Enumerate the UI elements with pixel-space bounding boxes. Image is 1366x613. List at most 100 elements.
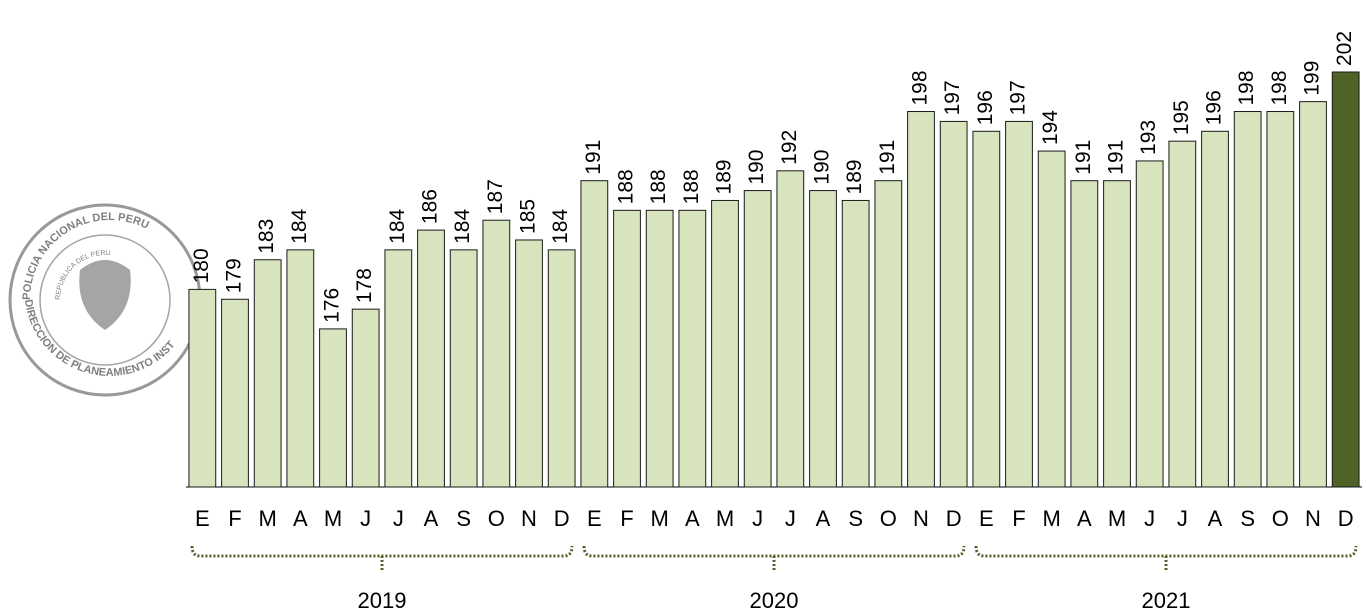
bar <box>972 130 1001 488</box>
value-label: 196 <box>1203 90 1226 125</box>
bar <box>1005 120 1033 488</box>
value-label: 176 <box>321 288 344 323</box>
group-brace <box>974 545 1358 570</box>
bar <box>1331 71 1360 488</box>
bar <box>1037 150 1066 488</box>
x-tick-label: A <box>816 506 831 531</box>
bar <box>1168 140 1197 488</box>
value-label: 198 <box>909 70 932 105</box>
value-label: 179 <box>223 258 246 293</box>
bar <box>874 180 903 488</box>
value-label: 190 <box>745 150 768 185</box>
value-label: 188 <box>680 169 703 204</box>
x-tick-label: S <box>848 506 863 531</box>
x-tick-label: D <box>554 506 570 531</box>
bar <box>449 249 478 488</box>
bar <box>907 111 935 488</box>
value-label: 180 <box>190 248 213 283</box>
bar <box>482 219 511 488</box>
x-tick-label: F <box>620 506 633 531</box>
value-label: 188 <box>615 169 638 204</box>
x-tick-label: J <box>752 506 763 531</box>
bar <box>1103 180 1131 488</box>
x-tick-label: J <box>1144 506 1155 531</box>
bar <box>743 190 772 488</box>
value-label: 191 <box>1072 140 1095 175</box>
x-tick-label: N <box>913 506 929 531</box>
value-label: 197 <box>1007 80 1030 115</box>
bar <box>939 120 968 488</box>
value-label: 189 <box>843 159 866 194</box>
bar <box>645 209 674 488</box>
bar <box>1070 180 1099 488</box>
x-tick-label: E <box>979 506 994 531</box>
x-tick-label: M <box>651 506 669 531</box>
x-tick-label: M <box>1108 506 1126 531</box>
group-brace <box>190 545 574 570</box>
bar <box>417 229 445 488</box>
x-tick-label: A <box>1077 506 1092 531</box>
value-label: 184 <box>451 208 474 243</box>
bar <box>319 328 347 488</box>
bar <box>286 249 315 488</box>
value-label: 186 <box>419 189 442 224</box>
bar <box>515 239 543 488</box>
x-tick-label: O <box>1272 506 1289 531</box>
group-label: 2020 <box>750 588 799 613</box>
bar <box>351 308 380 488</box>
value-label: 194 <box>1039 110 1062 145</box>
x-tick-label: J <box>393 506 404 531</box>
x-tick-label: S <box>456 506 471 531</box>
x-tick-label: J <box>360 506 371 531</box>
value-label: 192 <box>778 130 801 165</box>
value-label: 196 <box>974 90 997 125</box>
bar <box>1201 130 1229 488</box>
bar <box>809 190 837 488</box>
bar <box>221 298 249 488</box>
x-tick-label: O <box>880 506 897 531</box>
bar <box>776 170 805 488</box>
x-tick-label: J <box>785 506 796 531</box>
value-label: 191 <box>876 140 899 175</box>
value-label: 184 <box>549 208 572 243</box>
value-label: 183 <box>255 219 278 254</box>
bar <box>841 199 870 488</box>
group-label: 2021 <box>1142 588 1191 613</box>
x-tick-label: A <box>1208 506 1223 531</box>
bar <box>1135 160 1164 488</box>
bar <box>678 209 707 488</box>
value-label: 191 <box>1105 140 1128 175</box>
watermark: POLICIA NACIONAL DEL PERU DIRECCION DE P… <box>8 203 202 397</box>
stamp-emblem <box>79 260 131 330</box>
bar <box>711 199 739 488</box>
bar <box>613 209 641 488</box>
x-tick-label: N <box>521 506 537 531</box>
bar <box>1266 111 1295 488</box>
x-tick-label: O <box>488 506 505 531</box>
value-label: 198 <box>1235 70 1258 105</box>
value-label: 199 <box>1301 61 1324 96</box>
value-label: 202 <box>1333 31 1356 66</box>
x-tick-label: M <box>259 506 277 531</box>
x-tick-label: F <box>1012 506 1025 531</box>
bar <box>1233 111 1262 488</box>
x-tick-label: E <box>195 506 210 531</box>
stamp-ring <box>39 234 171 366</box>
value-label: 187 <box>484 179 507 214</box>
value-label: 197 <box>941 80 964 115</box>
value-label: 184 <box>288 208 311 243</box>
value-label: 191 <box>582 140 605 175</box>
x-tick-label: M <box>324 506 342 531</box>
value-label: 195 <box>1170 100 1193 135</box>
x-tick-label: D <box>946 506 962 531</box>
bar <box>580 180 609 488</box>
x-tick-label: M <box>716 506 734 531</box>
value-label: 193 <box>1137 120 1160 155</box>
bar <box>253 259 282 488</box>
x-tick-label: S <box>1240 506 1255 531</box>
x-tick-label: D <box>1338 506 1354 531</box>
value-label: 185 <box>517 199 540 234</box>
x-tick-label: J <box>1177 506 1188 531</box>
x-tick-label: M <box>1043 506 1061 531</box>
